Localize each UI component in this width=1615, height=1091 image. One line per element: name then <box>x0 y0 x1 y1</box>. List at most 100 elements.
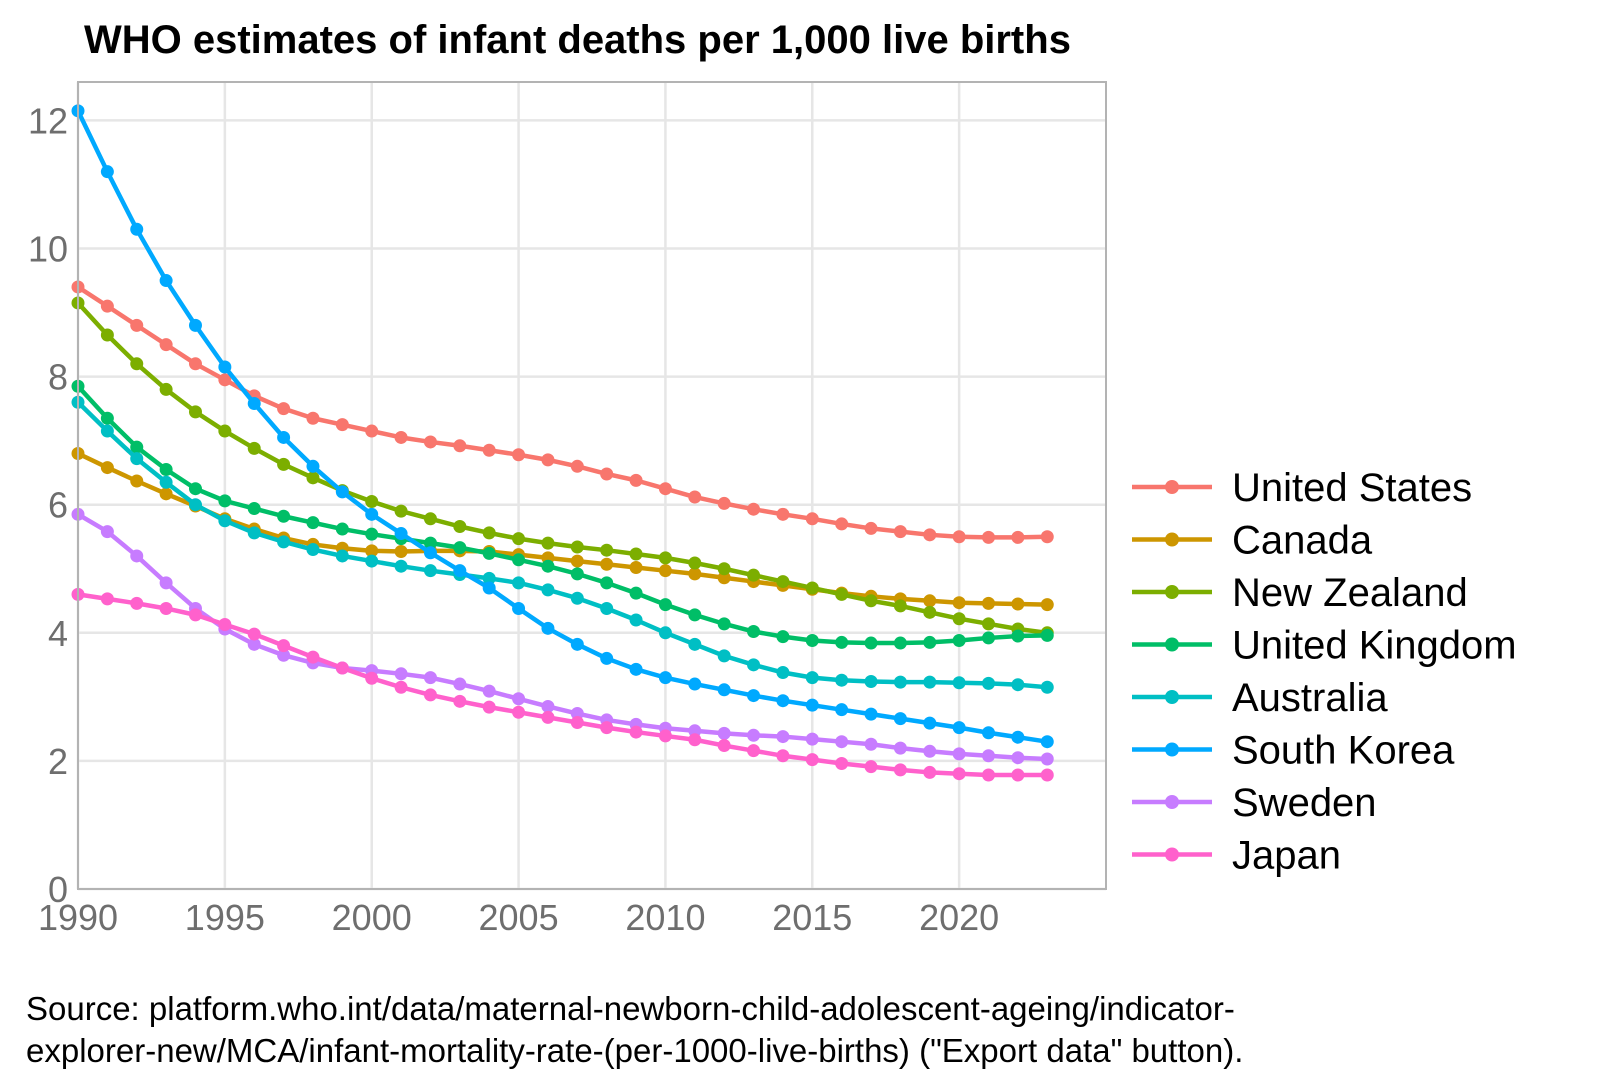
data-point-canada <box>600 557 614 571</box>
data-point-australia <box>570 591 584 605</box>
data-point-united-kingdom <box>159 462 173 476</box>
data-point-new-zealand <box>776 575 790 589</box>
data-point-canada <box>688 567 702 581</box>
data-point-united-kingdom <box>982 631 996 645</box>
data-point-australia <box>188 498 202 512</box>
legend-key-point <box>1165 585 1179 599</box>
data-point-united-states <box>277 402 291 416</box>
data-point-south-korea <box>600 651 614 665</box>
data-point-japan <box>453 694 467 708</box>
data-point-united-states <box>923 528 937 542</box>
data-point-japan <box>952 767 966 781</box>
data-point-new-zealand <box>130 357 144 371</box>
series-japan <box>71 587 1054 782</box>
data-point-japan <box>512 705 526 719</box>
y-tick-label: 4 <box>48 613 68 654</box>
data-point-australia <box>835 673 849 687</box>
data-point-australia <box>776 666 790 680</box>
data-point-australia <box>688 637 702 651</box>
data-point-united-kingdom <box>747 625 761 639</box>
data-point-new-zealand <box>394 504 408 518</box>
data-point-united-kingdom <box>600 576 614 590</box>
data-point-south-korea <box>688 677 702 691</box>
legend: United States Canada New Zealand United Kin… <box>1132 466 1517 878</box>
data-point-japan <box>717 739 731 753</box>
data-point-south-korea <box>1040 735 1054 749</box>
data-point-japan <box>306 650 320 664</box>
legend-key-point <box>1165 847 1179 862</box>
data-point-south-korea <box>482 581 496 595</box>
data-point-sweden <box>423 671 437 685</box>
data-point-sweden <box>717 726 731 740</box>
data-point-united-states <box>1011 530 1025 544</box>
data-point-new-zealand <box>306 471 320 485</box>
data-point-united-states <box>1040 530 1054 544</box>
data-point-sweden <box>864 737 878 751</box>
data-point-new-zealand <box>952 612 966 626</box>
data-point-canada <box>570 554 584 568</box>
legend-key-point <box>1165 532 1179 547</box>
data-point-south-korea <box>982 726 996 740</box>
data-point-new-zealand <box>512 532 526 546</box>
data-point-australia <box>717 649 731 663</box>
data-point-south-korea <box>188 318 202 332</box>
legend-label: Australia <box>1232 676 1388 720</box>
data-point-united-kingdom <box>218 494 232 508</box>
data-point-new-zealand <box>423 512 437 526</box>
legend-label: Japan <box>1232 834 1341 878</box>
data-point-new-zealand <box>923 605 937 619</box>
data-point-japan <box>629 725 643 739</box>
data-point-japan <box>277 639 291 653</box>
data-point-united-kingdom <box>130 440 144 454</box>
data-point-new-zealand <box>100 328 114 342</box>
legend-key-point <box>1165 742 1179 757</box>
data-point-united-states <box>100 299 114 313</box>
data-point-japan <box>893 763 907 777</box>
y-tick-label: 6 <box>48 485 68 526</box>
legend-item-south-korea: South Korea <box>1132 729 1455 773</box>
data-point-united-states <box>776 507 790 521</box>
data-point-united-kingdom <box>864 636 878 650</box>
data-point-south-korea <box>835 703 849 717</box>
data-point-south-korea <box>805 698 819 712</box>
data-point-sweden <box>893 741 907 755</box>
legend-label: Sweden <box>1232 781 1377 825</box>
data-point-united-kingdom <box>423 536 437 550</box>
data-point-south-korea <box>570 637 584 651</box>
data-point-sweden <box>130 549 144 563</box>
data-point-canada <box>100 461 114 475</box>
data-point-united-kingdom <box>688 608 702 622</box>
data-point-new-zealand <box>747 568 761 582</box>
legend-label: United States <box>1232 466 1472 510</box>
data-point-australia <box>482 571 496 585</box>
data-point-australia <box>365 554 379 568</box>
data-point-sweden <box>1040 752 1054 766</box>
data-point-australia <box>306 543 320 557</box>
data-point-united-states <box>188 357 202 371</box>
data-point-japan <box>835 756 849 770</box>
data-point-south-korea <box>747 689 761 703</box>
data-point-sweden <box>747 728 761 742</box>
data-point-new-zealand <box>541 536 555 550</box>
data-point-south-korea <box>394 527 408 541</box>
data-point-sweden <box>100 525 114 539</box>
data-point-australia <box>1011 678 1025 692</box>
data-point-united-kingdom <box>658 598 672 612</box>
data-point-canada <box>159 487 173 501</box>
series-lines <box>71 104 1054 782</box>
data-point-australia <box>982 676 996 690</box>
data-point-united-kingdom <box>717 617 731 631</box>
y-tick-label: 2 <box>48 741 68 782</box>
data-point-sweden <box>805 732 819 746</box>
legend-key-point <box>1165 480 1179 494</box>
series-line-canada <box>75 451 1050 607</box>
data-point-japan <box>247 627 261 641</box>
data-point-australia <box>512 576 526 590</box>
series-united-states <box>71 280 1054 544</box>
data-point-japan <box>747 744 761 758</box>
data-point-united-kingdom <box>629 586 643 600</box>
grid <box>76 82 1106 891</box>
data-point-sweden <box>453 677 467 691</box>
legend-key-point <box>1165 795 1179 809</box>
data-point-new-zealand <box>247 441 261 455</box>
